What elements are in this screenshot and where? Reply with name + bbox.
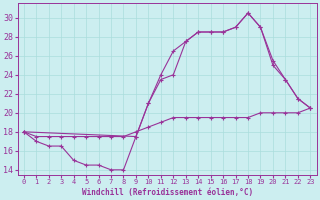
X-axis label: Windchill (Refroidissement éolien,°C): Windchill (Refroidissement éolien,°C) <box>82 188 253 197</box>
